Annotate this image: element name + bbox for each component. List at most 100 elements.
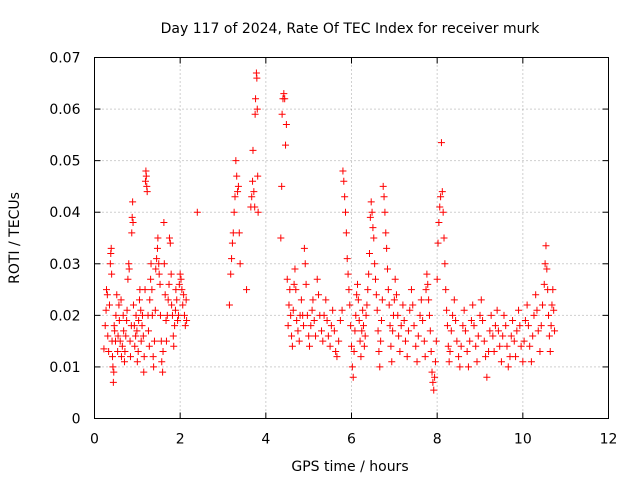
data-point	[292, 286, 300, 294]
data-point	[128, 229, 136, 237]
data-point	[174, 311, 182, 319]
data-point	[131, 342, 139, 350]
data-point	[147, 275, 155, 283]
plot-frame	[94, 57, 609, 419]
data-point	[430, 386, 438, 394]
data-point	[339, 167, 347, 175]
data-point	[368, 208, 376, 216]
data-point	[517, 342, 525, 350]
data-point	[225, 301, 233, 309]
data-point	[389, 327, 397, 335]
data-point	[146, 296, 154, 304]
data-point	[477, 296, 485, 304]
data-point	[375, 347, 383, 355]
data-point	[365, 249, 373, 257]
data-point	[324, 332, 332, 340]
data-point	[386, 322, 394, 330]
data-point	[395, 332, 403, 340]
data-point	[180, 291, 188, 299]
data-point	[108, 353, 116, 361]
y-tick-label: 0.03	[49, 257, 80, 273]
x-axis-label: GPS time / hours	[291, 459, 408, 475]
data-point	[427, 347, 435, 355]
data-point	[306, 342, 314, 350]
data-point	[486, 327, 494, 335]
data-point	[231, 193, 239, 201]
data-point	[459, 322, 467, 330]
data-point	[443, 306, 451, 314]
data-point	[367, 198, 375, 206]
data-point	[433, 275, 441, 283]
data-point	[496, 342, 504, 350]
data-point	[280, 90, 288, 98]
data-point	[384, 286, 392, 294]
data-point	[130, 322, 138, 330]
data-point	[326, 342, 334, 350]
data-point	[124, 275, 132, 283]
data-point	[500, 311, 508, 319]
data-point	[150, 363, 158, 371]
data-point	[391, 275, 399, 283]
data-point	[420, 337, 428, 345]
y-tick-label: 0	[72, 412, 81, 428]
data-point	[164, 296, 172, 304]
data-point	[444, 342, 452, 350]
data-point	[421, 353, 429, 361]
data-point	[172, 286, 180, 294]
data-point	[291, 265, 299, 273]
data-point	[509, 317, 517, 325]
data-point	[114, 332, 122, 340]
data-point	[234, 188, 242, 196]
data-point	[549, 286, 557, 294]
data-point	[249, 146, 257, 154]
data-point	[232, 157, 240, 165]
data-point	[480, 337, 488, 345]
data-point	[489, 332, 497, 340]
data-point	[235, 229, 243, 237]
data-point	[438, 188, 446, 196]
data-point	[156, 311, 164, 319]
data-point	[170, 342, 178, 350]
data-point	[251, 203, 259, 211]
data-point	[181, 322, 189, 330]
data-point	[397, 322, 405, 330]
y-tick-label: 0.06	[49, 102, 80, 118]
data-point	[499, 332, 507, 340]
data-point	[457, 342, 465, 350]
data-point	[295, 337, 303, 345]
data-point	[165, 280, 173, 288]
data-point	[289, 306, 297, 314]
data-point	[350, 347, 358, 355]
data-point	[445, 358, 453, 366]
data-point	[388, 358, 396, 366]
data-point	[120, 327, 128, 335]
data-point	[357, 353, 365, 361]
data-point	[434, 239, 442, 247]
data-point	[230, 208, 238, 216]
data-point	[236, 260, 244, 268]
data-point	[342, 229, 350, 237]
data-point	[123, 317, 131, 325]
data-point	[168, 301, 176, 309]
data-point	[504, 363, 512, 371]
data-point	[419, 317, 427, 325]
y-tick-labels: 0 0.01 0.02 0.03 0.04 0.05 0.06 0.07	[49, 51, 80, 428]
data-point	[243, 286, 251, 294]
y-tick-label: 0.05	[49, 154, 80, 170]
data-point	[490, 347, 498, 355]
data-point	[369, 224, 377, 232]
data-point	[539, 301, 547, 309]
data-point	[193, 208, 201, 216]
x-tick-label: 12	[600, 432, 618, 448]
data-point	[159, 368, 167, 376]
data-point	[376, 363, 384, 371]
data-point	[168, 311, 176, 319]
data-point	[529, 332, 537, 340]
data-point	[129, 301, 137, 309]
data-point	[104, 332, 112, 340]
data-point	[133, 358, 141, 366]
data-point	[342, 208, 350, 216]
data-point	[414, 332, 422, 340]
data-point	[162, 317, 170, 325]
data-point	[106, 260, 114, 268]
